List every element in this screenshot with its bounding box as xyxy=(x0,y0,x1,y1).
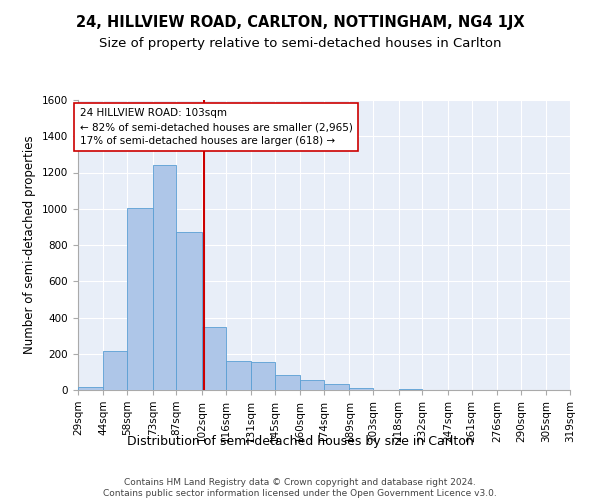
Bar xyxy=(398,389,422,390)
Text: Distribution of semi-detached houses by size in Carlton: Distribution of semi-detached houses by … xyxy=(127,435,473,448)
Text: Size of property relative to semi-detached houses in Carlton: Size of property relative to semi-detach… xyxy=(99,38,501,51)
Bar xyxy=(324,384,349,390)
Bar xyxy=(176,232,202,390)
Bar xyxy=(226,361,251,390)
Bar xyxy=(152,165,176,390)
Bar xyxy=(349,388,373,390)
Bar xyxy=(78,388,103,390)
Bar xyxy=(300,380,324,390)
Bar xyxy=(275,374,300,390)
Text: 24 HILLVIEW ROAD: 103sqm
← 82% of semi-detached houses are smaller (2,965)
17% o: 24 HILLVIEW ROAD: 103sqm ← 82% of semi-d… xyxy=(80,108,353,146)
Bar xyxy=(103,351,127,390)
Bar xyxy=(251,362,275,390)
Y-axis label: Number of semi-detached properties: Number of semi-detached properties xyxy=(23,136,37,354)
Bar xyxy=(127,208,152,390)
Bar xyxy=(202,326,226,390)
Text: 24, HILLVIEW ROAD, CARLTON, NOTTINGHAM, NG4 1JX: 24, HILLVIEW ROAD, CARLTON, NOTTINGHAM, … xyxy=(76,15,524,30)
Text: Contains HM Land Registry data © Crown copyright and database right 2024.
Contai: Contains HM Land Registry data © Crown c… xyxy=(103,478,497,498)
